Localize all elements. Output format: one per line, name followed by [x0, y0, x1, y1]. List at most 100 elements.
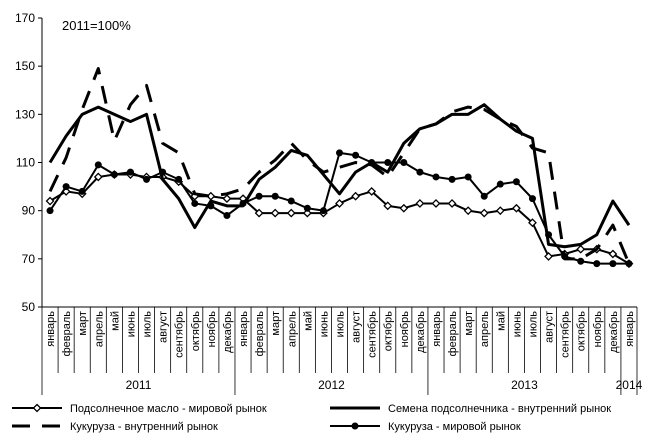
series-line	[48, 67, 631, 265]
x-tick-label: октябрь	[576, 311, 588, 351]
x-tick-label: март	[77, 311, 89, 336]
data-point	[545, 231, 553, 239]
legend-item-1: Подсолнечное масло - мировой рынок	[12, 403, 267, 415]
x-tick-label: март	[270, 311, 282, 336]
x-tick-label: сентябрь	[174, 311, 186, 358]
x-tick-label: сентябрь	[367, 311, 379, 358]
x-tick-label: январь	[624, 311, 636, 347]
x-tick-label: декабрь	[415, 311, 427, 353]
x-tick-label: февраль	[61, 311, 73, 357]
x-tick-label: декабрь	[222, 311, 234, 353]
series-3	[48, 67, 631, 265]
series-layer	[45, 67, 634, 269]
legend-label: Кукуруза - внутренний рынок	[70, 421, 218, 433]
x-tick-label: июнь	[511, 311, 523, 337]
year-label: 2012	[318, 378, 345, 392]
year-label: 2011	[126, 378, 152, 392]
legend: Подсолнечное масло - мировой рынок Семена…	[12, 403, 611, 433]
data-point	[94, 161, 102, 169]
x-tick-label: май	[302, 311, 314, 331]
data-point	[416, 168, 424, 176]
x-tick-label: май	[109, 311, 121, 331]
year-label: 2013	[511, 378, 538, 392]
x-tick-label: июль	[142, 311, 154, 338]
data-point	[608, 249, 618, 259]
data-point	[480, 192, 488, 200]
y-tick-label: 90	[22, 204, 36, 218]
data-point	[464, 173, 472, 181]
x-tick-label: июль	[335, 311, 347, 338]
series-2	[48, 103, 631, 249]
data-point	[544, 252, 553, 261]
data-point	[239, 199, 247, 207]
x-tick-label: октябрь	[383, 311, 395, 351]
x-tick-label: ноябрь	[592, 311, 604, 348]
data-point	[447, 199, 457, 208]
y-tick-label: 50	[22, 300, 36, 314]
data-point	[609, 260, 617, 268]
data-point	[368, 159, 376, 166]
data-point	[336, 149, 343, 157]
data-point	[448, 175, 456, 183]
year-label: 2014	[616, 378, 643, 392]
x-tick-label: август	[544, 311, 556, 343]
x-tick-label: сентябрь	[560, 311, 572, 358]
y-tick-label: 70	[22, 252, 36, 266]
x-tick-label: октябрь	[190, 311, 202, 351]
data-point	[270, 208, 280, 218]
legend-label: Кукуруза - мировой рынок	[388, 421, 521, 433]
data-point	[511, 203, 521, 213]
data-point	[93, 172, 103, 182]
data-point	[496, 180, 504, 188]
y-tick-label: 130	[15, 107, 35, 121]
legend-item-2: Семена подсолнечника - внутренний рынок	[330, 403, 611, 415]
data-point	[319, 207, 327, 215]
chart-annotation: 2011=100%	[62, 18, 131, 33]
data-point	[577, 257, 585, 265]
legend-label: Подсолнечное масло - мировой рынок	[70, 403, 267, 415]
data-point	[223, 211, 231, 219]
legend-label: Семена подсолнечника - внутренний рынок	[388, 403, 611, 415]
data-point	[159, 168, 167, 176]
x-axis: январь февраль март апрель май июнь июль август…	[41, 306, 643, 395]
data-point	[593, 260, 601, 268]
x-tick-label: ноябрь	[206, 311, 218, 348]
data-point	[431, 199, 441, 208]
data-point	[400, 159, 408, 166]
data-point	[415, 199, 425, 208]
data-point	[254, 208, 264, 218]
data-point	[303, 204, 311, 212]
data-point	[576, 244, 586, 254]
data-point	[46, 207, 54, 215]
x-tick-label: апрель	[286, 311, 298, 347]
data-point	[335, 199, 344, 208]
x-tick-label: май	[495, 311, 507, 331]
data-point	[207, 202, 215, 210]
x-tick-label: январь	[238, 311, 250, 347]
x-tick-label: август	[351, 311, 363, 343]
data-point	[287, 197, 295, 205]
data-point	[367, 186, 377, 196]
series-line	[48, 103, 631, 249]
data-point	[286, 208, 296, 218]
data-point	[383, 201, 393, 211]
data-point	[222, 194, 232, 204]
y-axis: 50 70 90 110 130 150 170	[15, 11, 43, 314]
series-4	[46, 149, 633, 268]
data-point	[512, 178, 520, 186]
data-point	[302, 208, 312, 218]
x-tick-label: июнь	[318, 311, 330, 337]
data-point	[479, 208, 489, 218]
legend-marker	[32, 403, 42, 413]
data-point	[143, 175, 151, 183]
x-tick-label: март	[463, 311, 475, 336]
data-point	[463, 206, 473, 216]
data-point	[561, 252, 569, 260]
x-tick-label: ноябрь	[399, 311, 411, 348]
x-tick-label: июнь	[125, 311, 137, 337]
x-tick-label: январь	[431, 311, 443, 347]
data-point	[78, 187, 86, 195]
data-point	[528, 195, 536, 203]
data-point	[255, 192, 263, 200]
